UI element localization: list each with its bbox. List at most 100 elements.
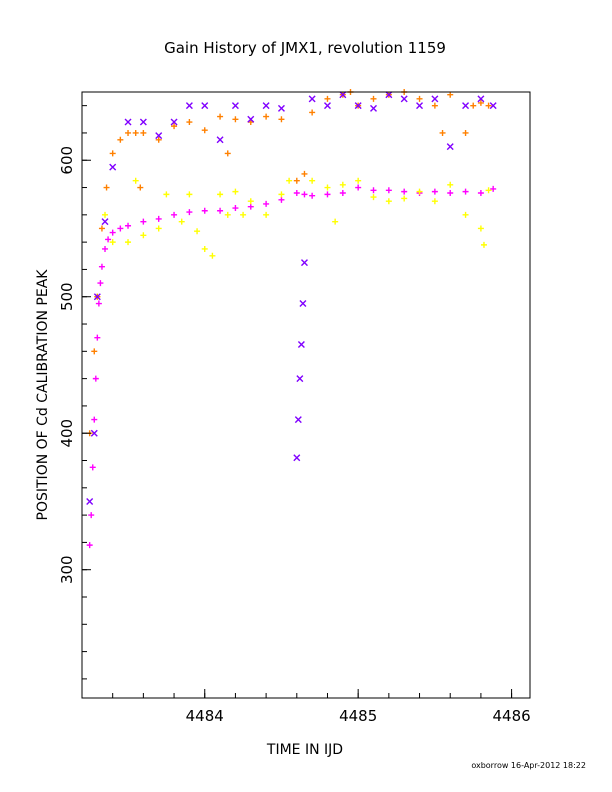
series-3-point-25: [354, 102, 362, 110]
series-1-point-13: [217, 191, 224, 198]
series-2-point-8: [132, 129, 139, 136]
series-2-point-11: [155, 136, 162, 143]
series-1-point-24: [339, 181, 346, 188]
series-2-point-4: [103, 184, 110, 191]
series-3-point-11: [216, 136, 224, 144]
y-tick-label-2: 500: [58, 282, 76, 311]
series-0-point-24: [293, 190, 300, 196]
series-2-point-13: [186, 119, 193, 126]
series-1-point-27: [385, 198, 392, 205]
y-tick-label-3: 600: [58, 146, 76, 175]
series-1-point-15: [232, 188, 239, 195]
series-1-point-25: [355, 177, 362, 184]
series-0-point-25: [301, 191, 308, 198]
series-0-point-20: [232, 205, 239, 212]
series-1-point-26: [370, 194, 377, 201]
y-tick-label-1: 400: [58, 419, 76, 448]
series-1-point-1: [102, 211, 109, 218]
series-2-point-28: [370, 95, 377, 102]
series-1-point-21: [309, 177, 316, 184]
series-2-point-35: [462, 129, 469, 136]
series-3-point-15: [277, 104, 285, 112]
series-2-point-33: [439, 129, 446, 136]
series-2-point-31: [416, 95, 423, 102]
series-0-point-11: [109, 229, 116, 236]
series-0-point-8: [98, 263, 105, 270]
series-3-point-26: [370, 104, 378, 112]
series-1-point-11: [201, 245, 208, 252]
plot-area: [86, 89, 497, 549]
axis-ticks: 4484 4485 4486 300 400 500 600: [58, 105, 531, 725]
series-0-point-19: [217, 207, 224, 214]
series-3-point-14: [262, 102, 270, 110]
series-0-point-1: [88, 512, 95, 519]
series-1-point-30: [431, 198, 438, 205]
series-1-point-3: [125, 239, 132, 246]
series-2-point-7: [125, 129, 132, 136]
series-2-point-6: [117, 136, 124, 143]
series-3-point-18: [296, 375, 304, 383]
series-2-point-20: [278, 116, 285, 123]
series-1-point-12: [209, 252, 216, 259]
series-3-point-28: [400, 95, 408, 103]
series-0-point-21: [247, 203, 254, 210]
series-3-point-16: [293, 454, 301, 462]
series-0-point-36: [462, 188, 469, 195]
series-0-point-15: [155, 215, 162, 222]
series-1-point-9: [186, 191, 193, 198]
series-0-point-32: [401, 188, 408, 195]
series-0-point-29: [355, 184, 362, 191]
series-2-point-24: [324, 95, 331, 102]
series-3-point-20: [299, 300, 307, 308]
series-1-point-5: [140, 232, 147, 239]
series-3-point-33: [477, 95, 485, 103]
series-1-point-16: [240, 211, 247, 218]
series-3-point-9: [185, 102, 193, 110]
series-3-point-5: [124, 118, 132, 126]
series-2-point-9: [137, 184, 144, 191]
series-2: [86, 89, 492, 437]
series-3-point-6: [139, 118, 147, 126]
series-2-point-19: [263, 113, 270, 120]
series-3-point-34: [489, 102, 497, 110]
series-1-point-10: [194, 228, 201, 235]
series-1-point-18: [263, 211, 270, 218]
series-0-point-5: [94, 334, 101, 341]
series-3-point-23: [323, 102, 331, 110]
series-0-point-13: [125, 222, 132, 229]
series-1-point-29: [416, 188, 423, 195]
series-1-point-17: [247, 198, 254, 205]
x-tick-label-1: 4485: [339, 707, 377, 725]
series-1-point-19: [278, 191, 285, 198]
series-1-point-20: [286, 177, 293, 184]
series-3-point-3: [101, 218, 109, 226]
plot-frame: [81, 91, 531, 699]
series-2-point-21: [293, 177, 300, 184]
series-0-point-16: [171, 211, 178, 218]
series-3-point-32: [462, 102, 470, 110]
series-0-point-26: [309, 192, 316, 199]
series-1-point-14: [224, 211, 231, 218]
series-3-point-0: [86, 497, 94, 505]
series-3-point-30: [431, 95, 439, 103]
series-2-point-14: [201, 127, 208, 134]
series-2-point-34: [447, 91, 454, 98]
series-1-point-33: [477, 225, 484, 232]
series-1: [94, 177, 492, 300]
series-3-point-19: [297, 341, 305, 348]
series-0: [86, 184, 497, 549]
series-0-point-18: [201, 207, 208, 214]
series-0-point-9: [102, 245, 109, 252]
series-2-point-32: [431, 102, 438, 109]
series-0-point-0: [86, 542, 93, 549]
series-2-point-15: [217, 113, 224, 120]
x-tick-label-2: 4486: [492, 707, 530, 725]
series-1-point-32: [462, 211, 469, 218]
series-2-point-23: [309, 109, 316, 116]
series-0-point-12: [117, 225, 124, 232]
series-3-point-22: [308, 95, 316, 103]
series-3-point-13: [247, 115, 255, 123]
series-1-point-28: [401, 195, 408, 202]
chart-title: Gain History of JMX1, revolution 1159: [164, 39, 446, 57]
